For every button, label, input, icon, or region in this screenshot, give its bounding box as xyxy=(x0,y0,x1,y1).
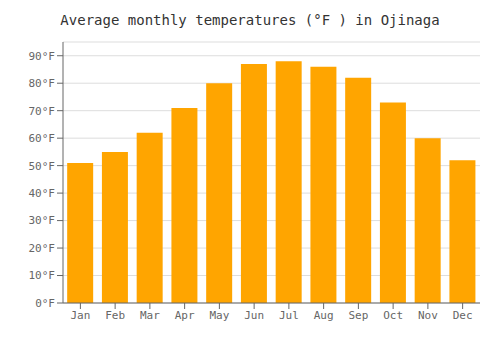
svg-text:40°F: 40°F xyxy=(29,187,56,200)
svg-text:Jan: Jan xyxy=(70,309,90,322)
svg-text:May: May xyxy=(209,309,229,322)
svg-text:0°F: 0°F xyxy=(35,297,55,310)
svg-text:Dec: Dec xyxy=(453,309,473,322)
svg-text:Mar: Mar xyxy=(140,309,160,322)
svg-text:20°F: 20°F xyxy=(29,242,56,255)
svg-text:30°F: 30°F xyxy=(29,214,56,227)
svg-text:80°F: 80°F xyxy=(29,77,56,90)
svg-text:50°F: 50°F xyxy=(29,160,56,173)
svg-text:90°F: 90°F xyxy=(29,50,56,63)
svg-text:Nov: Nov xyxy=(418,309,438,322)
svg-text:Oct: Oct xyxy=(383,309,403,322)
svg-text:70°F: 70°F xyxy=(29,105,56,118)
svg-text:10°F: 10°F xyxy=(29,269,56,282)
svg-text:Sep: Sep xyxy=(348,309,368,322)
svg-text:Aug: Aug xyxy=(314,309,334,322)
svg-text:Jul: Jul xyxy=(279,309,299,322)
svg-text:60°F: 60°F xyxy=(29,132,56,145)
html-text:Average monthly temperatures (: Average monthly temperatures (°F ) in Oj… xyxy=(60,12,440,28)
svg-text:Jun: Jun xyxy=(244,309,264,322)
svg-text:Apr: Apr xyxy=(175,309,195,322)
svg-text:Feb: Feb xyxy=(105,309,125,322)
